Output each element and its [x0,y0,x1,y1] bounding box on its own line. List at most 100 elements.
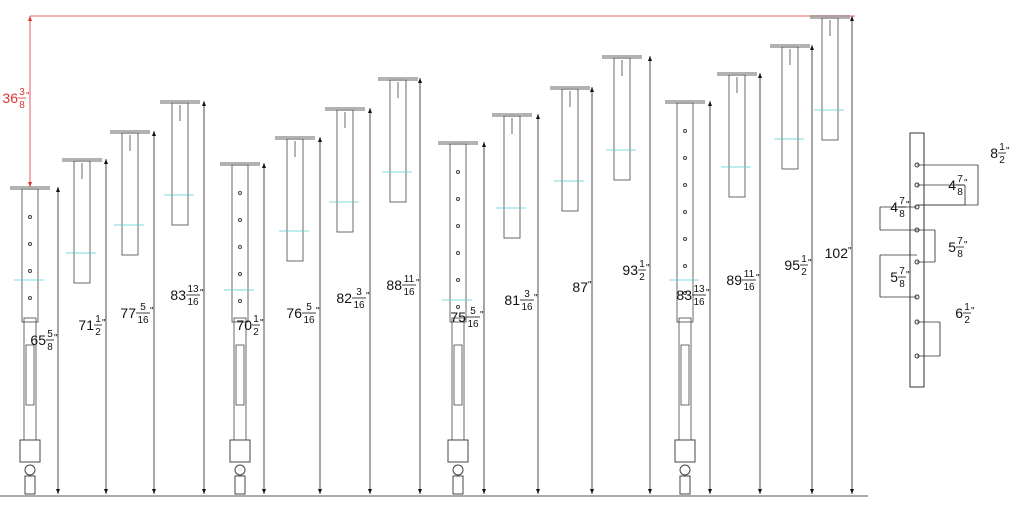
inch-mark: " [964,240,968,251]
numerator: 1 [801,254,807,265]
inch-mark: " [316,306,320,317]
tube [781,46,799,170]
dimension-label: "5 865 [30,329,58,353]
hole [28,296,32,300]
inch-mark: " [588,280,592,291]
arrowhead [648,56,652,61]
hole [238,245,242,249]
denominator: 2 [964,315,970,326]
denominator: 16 [521,302,533,313]
inch-mark: " [416,278,420,289]
base-clamp [19,439,41,463]
hole [683,129,687,133]
inch-mark: " [26,91,30,102]
pole-upper [676,102,694,323]
inch-mark: " [54,333,58,344]
foot [452,475,464,495]
inch-mark: " [102,318,106,329]
denominator: 16 [187,297,199,308]
arrowhead [152,489,156,494]
denominator: 8 [957,187,963,198]
arrowhead [590,489,594,494]
inch-mark: " [534,293,538,304]
foot [234,475,246,495]
numerator: 7 [899,266,905,277]
whole: 65 [30,332,46,348]
inch-mark: " [480,310,484,321]
arrowhead [104,489,108,494]
detail-rod [909,132,925,388]
arrowhead [104,159,108,164]
numerator: 13 [693,284,705,295]
whole: 36 [2,90,18,106]
pole-upper [231,164,249,323]
tube [286,138,304,262]
hole [456,251,460,255]
numerator: 11 [744,269,755,280]
whole: 82 [336,290,352,306]
inch-mark: " [971,306,975,317]
whole: 81 [504,292,520,308]
pivot [679,464,691,476]
hole [28,215,32,219]
hole [238,299,242,303]
inch-mark: " [150,306,154,317]
hole [683,156,687,160]
dimension-label: "102 [825,245,852,261]
whole: 70 [236,317,252,333]
arrowhead [758,489,762,494]
denominator: 8 [47,342,53,353]
base-clamp [229,439,251,463]
arrowhead [418,78,422,83]
denominator: 2 [95,327,101,338]
arrowhead [482,489,486,494]
whole: 95 [784,257,800,273]
whole: 93 [622,262,638,278]
numerator: 5 [470,306,476,317]
pivot [452,464,464,476]
denominator: 8 [19,100,25,111]
numerator: 1 [964,302,970,313]
tube [171,102,189,226]
denominator: 16 [467,319,479,330]
sleeve [25,344,35,406]
numerator: 1 [639,259,645,270]
denominator: 8 [899,209,905,220]
hole [238,191,242,195]
hole [238,218,242,222]
denominator: 2 [801,267,807,278]
whole: 8 [990,145,998,161]
arrowhead [202,101,206,106]
hole [683,264,687,268]
tube [389,79,407,203]
dimension-label: "7 84 [890,196,910,220]
dimension-label: "1 271 [78,314,106,338]
dimension-label: "1 270 [236,314,264,338]
numerator: 3 [356,287,362,298]
whole: 4 [890,199,898,215]
denominator: 16 [137,315,149,326]
numerator: 7 [957,174,963,185]
inch-mark: " [756,273,760,284]
inch-mark: " [906,270,910,281]
hole [456,170,460,174]
pivot [234,464,246,476]
hole [28,269,32,273]
dimension-label: "1 293 [622,259,650,283]
arrowhead [758,73,762,78]
denominator: 8 [957,249,963,260]
inch-mark: " [706,288,710,299]
arrowhead [850,16,854,21]
whole: 75 [450,309,466,325]
dimension-label: "7 85 [890,266,910,290]
arrowhead [368,108,372,113]
hole [683,237,687,241]
dimension-label: "1 295 [784,254,812,278]
whole: 77 [120,305,136,321]
arrowhead [28,182,32,187]
inch-mark: " [200,288,204,299]
